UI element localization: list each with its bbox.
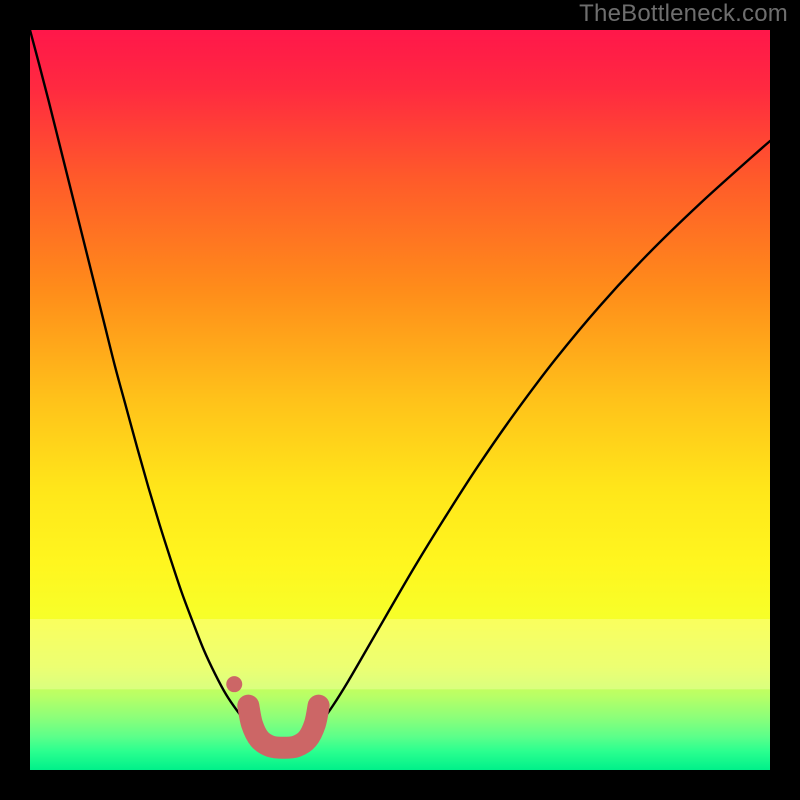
watermark-text: TheBottleneck.com bbox=[579, 0, 788, 28]
bottleneck-chart bbox=[0, 0, 800, 800]
pale-band bbox=[30, 619, 770, 689]
u-marker-dot bbox=[226, 676, 242, 692]
